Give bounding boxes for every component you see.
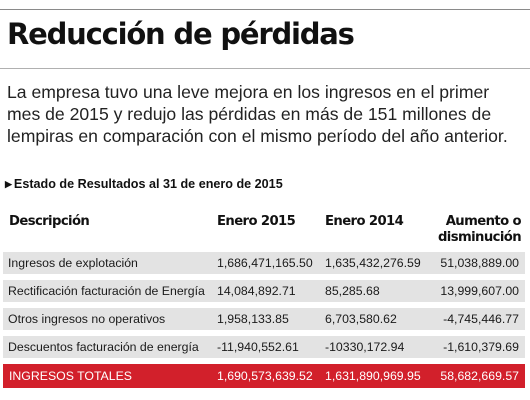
row-description: Rectificación facturación de Energía	[3, 280, 209, 302]
total-value-2014: 1,631,890,969.95	[317, 364, 430, 388]
row-spacer	[3, 302, 525, 308]
column-header-enero-2015: Enero 2015	[217, 214, 296, 229]
row-value-2014: 6,703,580.62	[317, 308, 430, 330]
row-description: Descuentos facturación de energía	[3, 336, 209, 358]
total-value-2015: 1,690,573,639.52	[209, 364, 317, 388]
row-spacer	[3, 358, 525, 364]
row-value-2015: 14,084,892.71	[209, 280, 317, 302]
row-value-2015: 1,686,471,165.50	[209, 252, 317, 274]
row-spacer	[3, 274, 525, 280]
total-value-diff: 58,682,669.57	[430, 364, 525, 388]
intro-paragraph: La empresa tuvo una leve mejora en los i…	[7, 82, 508, 146]
source-line: ▶ Estado de Resultados al 31 de enero de …	[5, 177, 283, 191]
table-row: Descuentos facturación de energía -11,94…	[3, 336, 525, 358]
table-header-row: Descripción Enero 2015 Enero 2014 Aument…	[3, 207, 525, 252]
row-value-2014: 85,285.68	[317, 280, 430, 302]
title-divider	[0, 68, 530, 69]
total-description: INGRESOS TOTALES	[3, 364, 209, 388]
row-value-2015: 1,958,133.85	[209, 308, 317, 330]
row-spacer	[3, 330, 525, 336]
column-header-enero-2014: Enero 2014	[325, 214, 404, 229]
table-row: Rectificación facturación de Energía 14,…	[3, 280, 525, 302]
row-value-2014: 1,635,432,276.59	[317, 252, 430, 274]
row-value-diff: -1,610,379.69	[430, 336, 525, 358]
table-row: Otros ingresos no operativos 1,958,133.8…	[3, 308, 525, 330]
source-text: Estado de Resultados al 31 de enero de 2…	[13, 177, 283, 191]
page-title: Reducción de pérdidas	[7, 17, 355, 51]
row-value-diff: -4,745,446.77	[430, 308, 525, 330]
row-value-diff: 51,038,889.00	[430, 252, 525, 274]
results-table: Descripción Enero 2015 Enero 2014 Aument…	[3, 207, 525, 388]
row-description: Otros ingresos no operativos	[3, 308, 209, 330]
row-value-2015: -11,940,552.61	[209, 336, 317, 358]
table-row: Ingresos de explotación 1,686,471,165.50…	[3, 252, 525, 274]
row-description: Ingresos de explotación	[3, 252, 209, 274]
column-header-aumento: Aumento o disminución	[437, 214, 522, 245]
column-header-description: Descripción	[9, 214, 90, 229]
top-rule	[0, 9, 530, 10]
total-row: INGRESOS TOTALES 1,690,573,639.52 1,631,…	[3, 364, 525, 388]
triangle-bullet-icon: ▶	[5, 179, 12, 189]
row-value-diff: 13,999,607.00	[430, 280, 525, 302]
row-value-2014: -10330,172.94	[317, 336, 430, 358]
